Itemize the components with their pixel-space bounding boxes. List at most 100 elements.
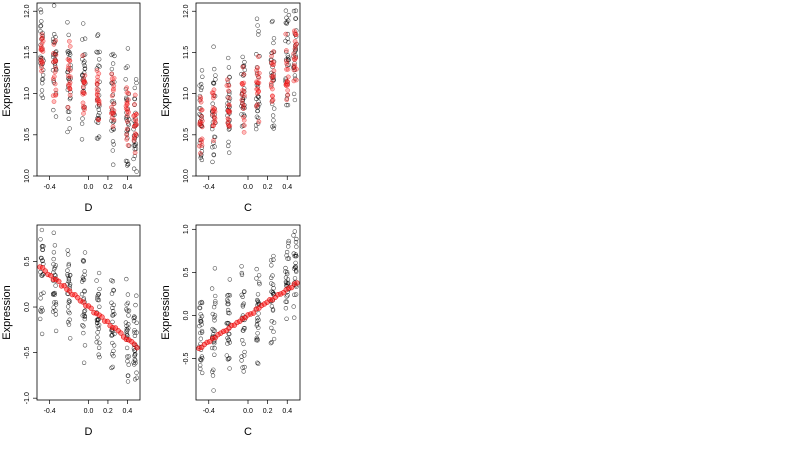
data-point — [40, 72, 46, 78]
fitted-point — [241, 117, 247, 123]
fitted-point — [284, 48, 289, 53]
data-point — [256, 273, 262, 278]
fitted-point — [285, 88, 291, 93]
fitted-point — [131, 341, 138, 347]
fitted-point — [67, 92, 73, 98]
data-point — [270, 307, 276, 312]
x-tick-label: 0.4 — [282, 408, 292, 415]
fitted-point — [294, 66, 299, 72]
fitted-point — [110, 88, 116, 93]
data-point — [124, 307, 129, 312]
data-point — [286, 256, 292, 261]
data-point — [52, 243, 58, 248]
data-point — [111, 287, 116, 293]
data-point — [270, 64, 275, 70]
fitted-point — [199, 124, 205, 130]
fitted-point — [270, 97, 276, 103]
data-point — [292, 315, 297, 320]
fitted-point — [81, 79, 87, 85]
x-tick-label: -0.4 — [203, 184, 215, 191]
data-point — [38, 24, 43, 29]
fitted-point — [51, 42, 57, 47]
fitted-point — [239, 97, 245, 103]
fitted-point — [241, 72, 247, 77]
data-point — [283, 38, 288, 44]
fitted-point — [199, 136, 205, 142]
data-point — [199, 358, 204, 363]
data-point — [94, 278, 99, 283]
fitted-point — [291, 51, 297, 57]
fitted-point — [66, 38, 72, 44]
fitted-point — [81, 90, 87, 96]
data-point — [293, 268, 299, 273]
data-point — [81, 258, 86, 263]
data-point — [125, 163, 130, 168]
fitted-point — [104, 318, 111, 325]
data-point — [50, 309, 56, 314]
panel-bottom-right: -0.5 0.0 0.5 1.0 -0.4 0.0 0.2 0.4 C Expression — [160, 224, 301, 438]
data-point — [285, 256, 290, 261]
data-point — [227, 311, 232, 316]
data-point — [198, 366, 203, 371]
fitted-point — [199, 114, 204, 119]
data-point — [285, 293, 290, 298]
data-point — [53, 328, 59, 334]
x-tick-label: 0.4 — [123, 408, 133, 415]
data-point — [227, 356, 232, 361]
data-point — [131, 143, 136, 148]
data-point — [96, 292, 101, 297]
data-point — [68, 63, 73, 68]
data-point — [294, 244, 299, 249]
x-tick-label: 0.2 — [103, 408, 113, 415]
data-point — [131, 127, 136, 132]
data-point — [284, 20, 290, 25]
fitted-point — [198, 151, 203, 156]
data-point — [95, 50, 100, 55]
fitted-point — [285, 74, 291, 80]
panel-bottom-left: -1.0 -0.5 0.0 0.5 -0.4 0.0 0.2 0.4 D Expression — [1, 224, 141, 438]
data-point — [199, 85, 204, 90]
data-point — [200, 74, 205, 79]
data-point — [109, 333, 114, 338]
y-tick-label: 11.0 — [24, 87, 31, 100]
data-point — [271, 40, 276, 46]
data-point — [292, 73, 298, 78]
panel-top-left: 10.0 10.5 11.0 11.5 12.0 -0.4 0.0 0.2 0.4 D Expres… — [1, 2, 141, 214]
data-point — [213, 293, 218, 299]
data-point — [96, 352, 101, 357]
data-point — [284, 249, 290, 255]
data-point — [227, 126, 232, 131]
fitted-point — [67, 44, 73, 49]
data-point — [66, 298, 72, 303]
data-point — [82, 63, 87, 68]
data-point — [110, 61, 116, 66]
data-point — [209, 286, 215, 291]
data-point — [123, 320, 129, 325]
data-point — [40, 272, 45, 277]
data-point — [291, 8, 297, 14]
fitted-point — [210, 108, 216, 113]
y-tick-label: 1.0 — [183, 224, 190, 234]
fitted-point — [212, 118, 217, 124]
data-point — [97, 57, 102, 62]
data-point — [95, 296, 100, 301]
data-point — [293, 265, 298, 270]
data-point — [211, 152, 217, 158]
fitted-point — [124, 132, 129, 138]
data-point — [283, 8, 289, 13]
data-point — [125, 379, 131, 384]
data-point — [126, 354, 131, 359]
data-point — [111, 288, 116, 293]
fitted-point — [211, 93, 217, 98]
data-point — [96, 326, 102, 331]
data-point — [255, 331, 260, 336]
data-point — [241, 112, 246, 117]
data-point — [124, 97, 129, 102]
data-point — [68, 95, 73, 101]
data-point — [39, 309, 44, 315]
fitted-point — [50, 76, 56, 82]
fitted-point — [67, 86, 73, 92]
data-point — [254, 114, 260, 119]
fitted-point — [40, 46, 45, 51]
data-point — [226, 301, 231, 307]
